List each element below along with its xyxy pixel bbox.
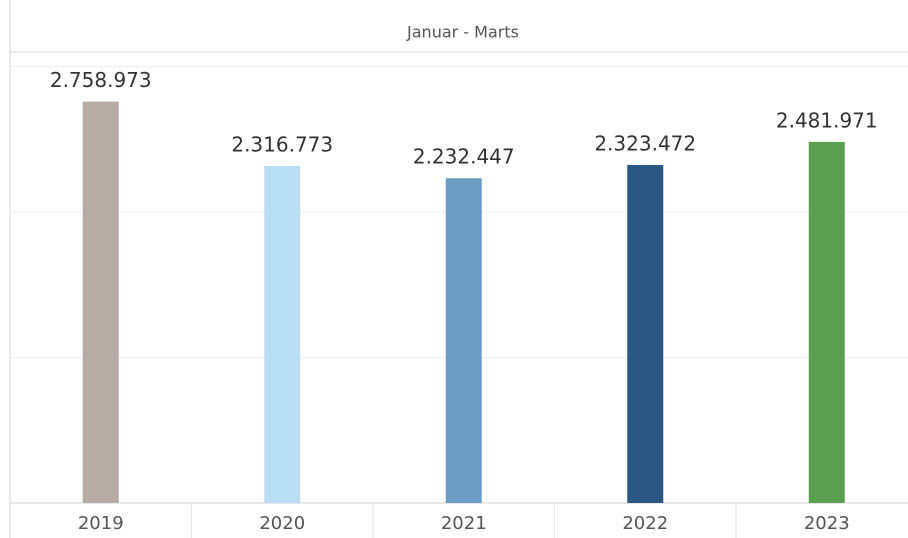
value-label: 2.232.447 <box>413 145 515 169</box>
chart-title: Januar - Marts <box>406 23 519 42</box>
bar <box>808 141 845 503</box>
x-tick-label: 2021 <box>441 513 487 534</box>
value-label: 2.323.472 <box>594 131 696 155</box>
value-label: 2.481.971 <box>776 108 878 132</box>
x-tick-label: 2023 <box>804 513 850 534</box>
x-tick-label: 2020 <box>259 513 305 534</box>
x-tick-label: 2019 <box>78 513 124 534</box>
bar <box>264 165 301 503</box>
bar <box>82 101 119 504</box>
bar <box>445 178 482 503</box>
value-label: 2.758.973 <box>50 68 152 92</box>
value-label: 2.316.773 <box>231 132 333 156</box>
x-tick-label: 2022 <box>622 513 668 534</box>
bar <box>627 164 664 504</box>
